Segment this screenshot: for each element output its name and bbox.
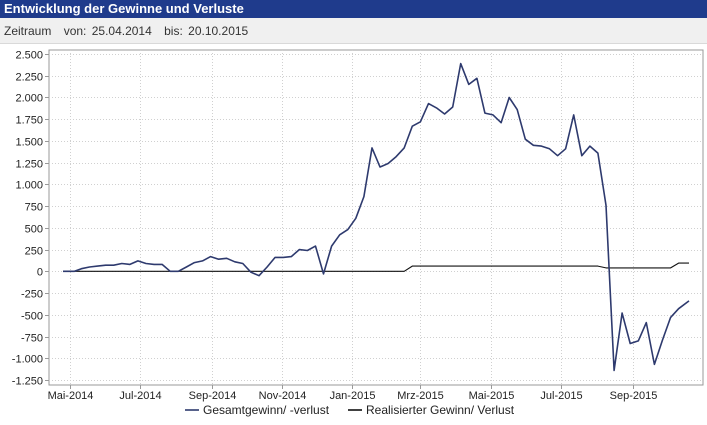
series-line-total [63,62,690,372]
y-tick-label: -250 [21,289,43,301]
y-tick-label: 2.500 [15,50,43,62]
y-tick-label: 2.000 [15,93,43,105]
y-tick-label: -1.000 [12,354,43,366]
x-tick-label: Sep-2014 [189,390,237,402]
from-date: 25.04.2014 [91,24,152,38]
series-line-realized [63,262,689,272]
x-tick-label: Mai-2015 [469,390,515,402]
x-tick-label: Mrz-2015 [397,390,443,402]
y-tick-label: 1.000 [15,180,43,192]
to-label: bis: [164,24,183,38]
period-label: Zeitraum [4,24,52,38]
y-tick-label: -750 [21,333,43,345]
x-tick-label: Nov-2014 [259,390,307,402]
x-tick-label: Mai-2014 [48,390,94,402]
legend-item-realized: Realisierter Gewinn/ Verlust [366,403,515,417]
x-tick-label: Jul-2015 [540,390,582,402]
y-tick-label: -1.250 [12,376,43,388]
x-tick-label: Sep-2015 [610,390,658,402]
y-tick-label: 250 [25,246,43,258]
chart-title: Entwicklung der Gewinne und Verluste [0,0,707,18]
period-bar: Zeitraum von: 25.04.2014 bis: 20.10.2015 [0,18,707,44]
y-tick-label: 1.500 [15,137,43,149]
from-label: von: [63,24,87,38]
y-tick-label: 2.250 [15,72,43,84]
y-tick-label: 750 [25,202,43,214]
y-tick-label: 1.250 [15,159,43,171]
y-tick-label: 1.750 [15,115,43,127]
to-date: 20.10.2015 [188,24,249,38]
x-tick-label: Jan-2015 [330,390,376,402]
y-tick-label: 500 [25,224,43,236]
y-tick-label: -500 [21,311,43,323]
x-tick-label: Jul-2014 [119,390,161,402]
plot-area [48,49,704,386]
legend-item-total: Gesamtgewinn/ -verlust [203,403,330,417]
y-tick-label: 0 [37,267,43,279]
